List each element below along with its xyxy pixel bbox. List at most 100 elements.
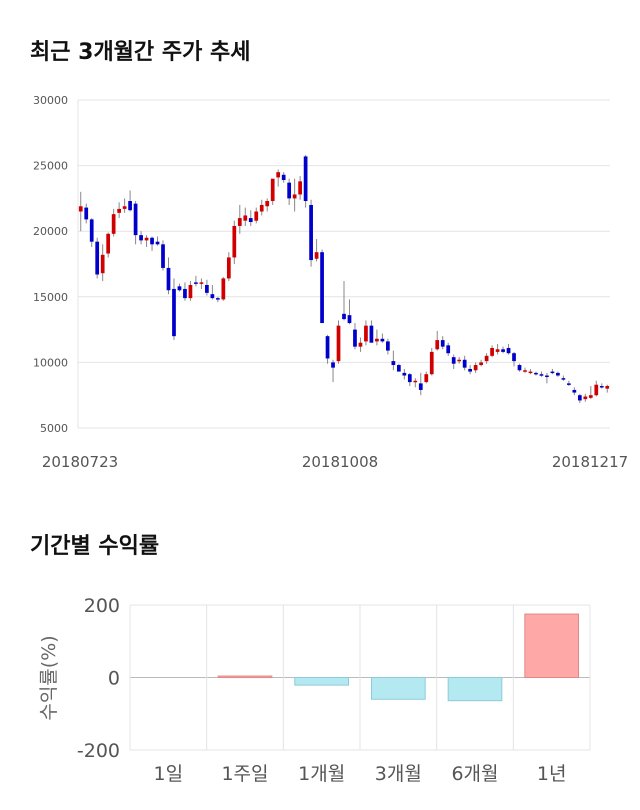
price-x-axis: 20180723 20181008 20181217 <box>42 453 628 471</box>
candle-body <box>243 215 248 221</box>
candle-body <box>391 361 396 366</box>
candle-body <box>517 365 522 371</box>
candle-body <box>232 225 237 258</box>
candle-body <box>210 294 215 299</box>
returns-chart-title: 기간별 수익률 <box>30 534 160 559</box>
price-y-tick: 30000 <box>33 94 68 107</box>
candle-body <box>429 351 434 375</box>
candle-body <box>84 207 89 220</box>
candle-body <box>572 389 577 393</box>
candle-body <box>523 370 527 372</box>
candle-body <box>506 347 511 354</box>
candle-body <box>407 374 412 383</box>
returns-bar <box>217 675 273 679</box>
candle-body <box>117 208 121 213</box>
candle-body <box>122 206 127 209</box>
candle-body <box>199 282 204 284</box>
candle-body <box>331 362 335 368</box>
candle-body <box>128 201 132 211</box>
returns-x-axis: 1일 1주일 1개월 3개월 6개월 1년 <box>154 763 567 785</box>
returns-y-tick: 200 <box>84 595 120 617</box>
candle-body <box>435 340 440 350</box>
returns-bar <box>447 677 503 702</box>
candle-body <box>577 395 582 401</box>
candle-body <box>451 357 456 364</box>
candle-body <box>226 257 231 279</box>
candle-body <box>550 371 555 374</box>
candle-body <box>375 338 379 342</box>
price-y-tick: 25000 <box>33 160 68 173</box>
returns-x-tick: 1일 <box>154 763 184 785</box>
candle-body <box>413 380 418 383</box>
candle-body <box>424 374 429 383</box>
returns-y-axis-label: 수익률(%) <box>38 635 60 720</box>
candle-body <box>528 371 533 374</box>
price-y-tick: 20000 <box>33 225 68 238</box>
candle-body <box>155 241 160 245</box>
candle-body <box>588 395 593 398</box>
returns-x-tick: 1개월 <box>298 763 345 785</box>
candle-body <box>380 338 385 342</box>
candle-body <box>468 368 473 372</box>
candle-body <box>314 252 319 259</box>
candle-body <box>150 237 154 245</box>
candle-body <box>188 284 193 299</box>
candle-body <box>194 282 198 284</box>
candle-body <box>583 396 588 400</box>
candle-body <box>561 378 566 380</box>
candle-body <box>556 372 560 376</box>
returns-y-tick: 0 <box>108 668 120 690</box>
returns-x-tick: 1년 <box>537 763 567 785</box>
candle-body <box>490 347 494 356</box>
price-y-tick: 10000 <box>33 356 68 369</box>
candle-body <box>237 218 242 226</box>
returns-bar <box>294 677 350 686</box>
returns-x-tick: 1주일 <box>221 763 268 785</box>
candle-body <box>281 174 286 181</box>
candle-body <box>325 336 330 359</box>
candle-body <box>183 288 187 299</box>
candle-body <box>534 372 538 375</box>
candle-body <box>139 235 143 241</box>
candle-body <box>418 383 423 390</box>
candle-body <box>221 278 226 300</box>
candle-body <box>364 325 368 342</box>
candle-body <box>133 203 138 236</box>
candle-body <box>215 298 220 300</box>
candle-body <box>336 325 341 362</box>
candle-body <box>303 156 308 202</box>
candle-body <box>545 375 549 378</box>
candle-body <box>106 233 111 254</box>
price-x-tick: 20181217 <box>552 453 628 471</box>
candle-body <box>292 194 297 199</box>
candle-body <box>347 315 352 324</box>
candle-body <box>599 386 604 388</box>
returns-grid <box>129 604 591 751</box>
price-y-tick: 5000 <box>40 422 68 435</box>
candle-body <box>567 383 571 385</box>
candle-body <box>484 355 489 362</box>
candle-body <box>265 201 270 207</box>
candle-body <box>309 204 313 261</box>
candles <box>78 155 610 404</box>
candle-body <box>298 181 302 195</box>
candle-body <box>161 244 165 268</box>
candle-body <box>386 341 390 351</box>
candle-body <box>594 384 599 396</box>
candle-body <box>342 313 346 320</box>
returns-bars <box>217 613 579 702</box>
returns-bar <box>371 677 426 700</box>
candle-body <box>254 211 259 221</box>
price-y-tick: 15000 <box>33 291 68 304</box>
candle-body <box>259 204 264 212</box>
price-x-tick: 20180723 <box>42 453 118 471</box>
candle-body <box>473 365 478 371</box>
candle-body <box>95 241 100 275</box>
candle-body <box>276 172 281 178</box>
candle-body <box>446 345 451 354</box>
candle-body <box>320 252 324 324</box>
candle-body <box>512 353 516 362</box>
candle-body <box>78 206 83 212</box>
